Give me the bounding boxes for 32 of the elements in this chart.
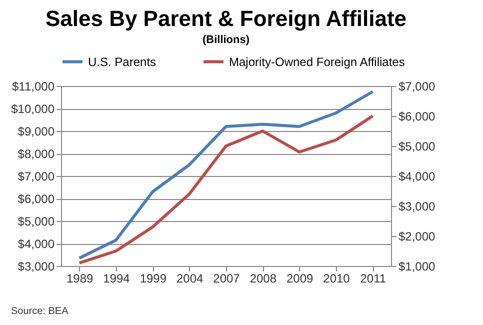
y2-tick-label: $3,000 xyxy=(398,200,436,214)
y2-tick-label: $1,000 xyxy=(398,260,436,274)
y2-tick-label: $2,000 xyxy=(398,230,436,244)
x-tick-label: 2011 xyxy=(360,272,386,286)
y-tick-label: $11,000 xyxy=(12,80,55,94)
chart-subtitle: (Billions) xyxy=(202,34,250,46)
y-tick-label: $6,000 xyxy=(18,192,55,206)
y-tick-label: $8,000 xyxy=(18,147,55,161)
y2-tick-label: $4,000 xyxy=(398,170,436,184)
y-tick-label: $10,000 xyxy=(11,102,55,116)
y-tick-label: $9,000 xyxy=(18,124,55,138)
legend-label: U.S. Parents xyxy=(88,54,156,69)
y-tick-label: $5,000 xyxy=(18,214,55,228)
x-tick-label: 1994 xyxy=(103,272,130,286)
x-tick-label: 2007 xyxy=(213,272,240,286)
y-tick-label: $7,000 xyxy=(18,170,55,184)
chart-title: Sales By Parent & Foreign Affiliate xyxy=(45,6,407,31)
x-tick-label: 2004 xyxy=(176,272,204,286)
y-tick-label: $3,000 xyxy=(18,260,55,274)
y-tick-label: $4,000 xyxy=(18,237,55,251)
line-series xyxy=(78,114,374,264)
x-tick-label: 2010 xyxy=(323,272,350,286)
y2-tick-label: $6,000 xyxy=(398,110,436,124)
y2-tick-label: $7,000 xyxy=(398,80,436,94)
x-tick-label: 2008 xyxy=(250,272,277,286)
y2-tick-label: $5,000 xyxy=(398,140,436,154)
source-note: Source: BEA xyxy=(11,306,69,317)
x-tick-label: 1989 xyxy=(66,272,94,286)
line-series xyxy=(78,90,374,260)
x-tick-label: 2009 xyxy=(286,272,314,286)
legend-label: Majority-Owned Foreign Affiliates xyxy=(229,54,405,69)
x-tick-label: 1999 xyxy=(140,272,167,286)
